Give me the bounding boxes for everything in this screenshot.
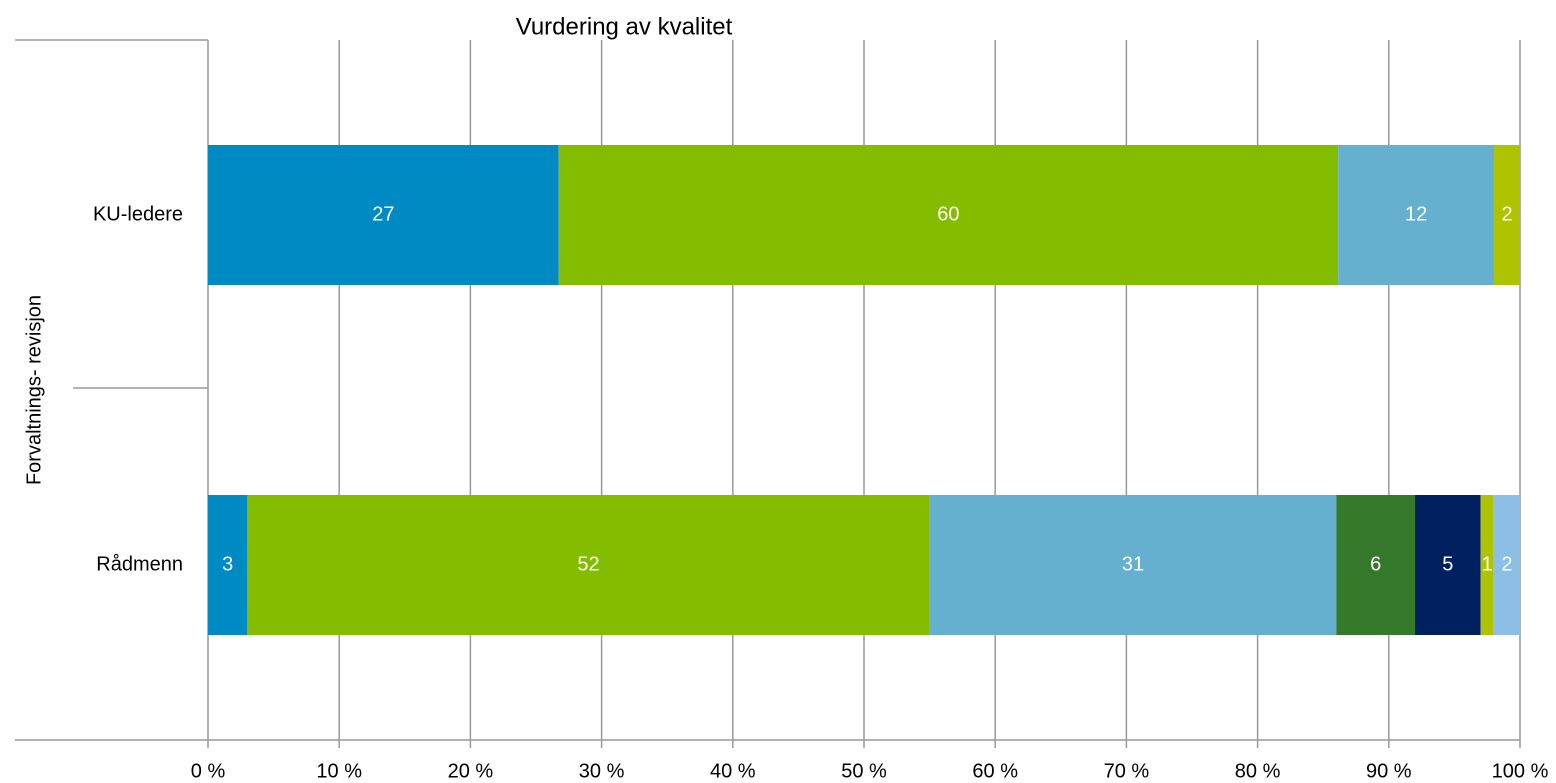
bar-segment xyxy=(1415,495,1481,635)
bar-segment xyxy=(1480,495,1494,635)
bar-segment xyxy=(1494,145,1520,285)
x-tick-label: 30 % xyxy=(579,760,625,782)
x-tick-label: 90 % xyxy=(1366,760,1412,782)
bar-segment xyxy=(558,145,1339,285)
y-tick-label: KU-ledere xyxy=(93,203,183,225)
data-label: 52 xyxy=(577,553,599,575)
data-label: 12 xyxy=(1405,203,1427,225)
x-tick-label: 80 % xyxy=(1235,760,1281,782)
x-tick-label: 40 % xyxy=(710,760,756,782)
group-label: Forvaltnings- revisjon xyxy=(23,295,45,485)
data-label: 27 xyxy=(372,203,394,225)
bar-segment xyxy=(1338,145,1495,285)
data-label: 2 xyxy=(1501,203,1512,225)
data-label: 5 xyxy=(1442,553,1453,575)
x-tick-label: 60 % xyxy=(972,760,1018,782)
x-tick-label: 100 % xyxy=(1492,760,1549,782)
x-tick-label: 10 % xyxy=(316,760,362,782)
data-label: 2 xyxy=(1501,553,1512,575)
data-label: 6 xyxy=(1370,553,1381,575)
bar-segment xyxy=(208,495,248,635)
bar-segment xyxy=(208,145,559,285)
data-label: 31 xyxy=(1122,553,1144,575)
x-tick-label: 50 % xyxy=(841,760,887,782)
x-tick-label: 20 % xyxy=(448,760,494,782)
bar-segment xyxy=(1493,495,1520,635)
bar-segment xyxy=(929,495,1337,635)
y-tick-label: Rådmenn xyxy=(96,553,183,575)
bar-segment xyxy=(247,495,930,635)
data-label: 1 xyxy=(1482,553,1493,575)
x-tick-label: 70 % xyxy=(1104,760,1150,782)
data-label: 3 xyxy=(222,553,233,575)
bar-segment xyxy=(1336,495,1416,635)
x-tick-label: 0 % xyxy=(191,760,226,782)
chart-title: Vurdering av kvalitet xyxy=(516,13,733,40)
data-label: 60 xyxy=(937,203,959,225)
